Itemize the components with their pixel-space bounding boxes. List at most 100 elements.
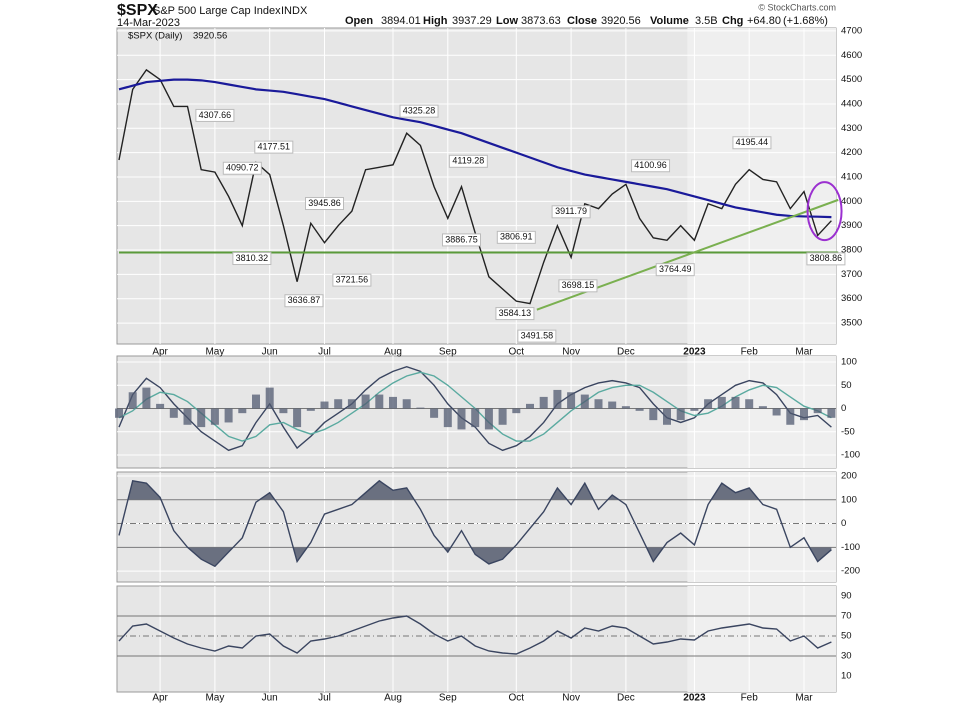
close: 3920.56 <box>601 15 641 27</box>
histogram-bar <box>402 399 411 409</box>
annotation: 3886.75 <box>445 234 478 244</box>
close-label: Close <box>567 15 597 27</box>
x-tick-label: Jul <box>318 347 331 358</box>
low-label: Low <box>496 15 518 27</box>
annotation-box <box>222 161 262 175</box>
annotation: 4195.44 <box>736 137 769 147</box>
annotation: 4119.28 <box>452 156 484 166</box>
x-tick-label: Nov <box>562 347 580 358</box>
y-tick-label: 30 <box>841 651 852 662</box>
x-tick-label: Feb <box>741 347 759 358</box>
volume-label: Volume <box>650 15 689 27</box>
y-tick-label: 4100 <box>841 172 862 183</box>
histogram-bar <box>306 408 315 411</box>
histogram-bar <box>758 406 767 409</box>
histogram-bar <box>375 394 384 409</box>
y-tick-label: 10 <box>841 671 852 682</box>
y-tick-label: 4200 <box>841 147 862 158</box>
histogram-bar <box>279 408 288 414</box>
exchange: INDX <box>281 5 308 17</box>
histogram-bar <box>676 408 685 421</box>
x-tick-label: Apr <box>152 693 168 704</box>
y-tick-label: 4000 <box>841 196 862 207</box>
histogram-bar <box>594 399 603 409</box>
y-tick-label: 4500 <box>841 74 862 85</box>
annotation: 3636.87 <box>288 295 321 305</box>
x-tick-label: Aug <box>384 693 402 704</box>
open: 3894.01 <box>381 15 421 27</box>
x-tick-label: Sep <box>439 693 457 704</box>
y-tick-label: 50 <box>841 380 852 391</box>
annotation-box <box>254 140 294 154</box>
low: 3873.63 <box>521 15 561 27</box>
y-tick-label: 100 <box>841 494 857 505</box>
x-tick-label: May <box>205 693 224 704</box>
histogram-bar <box>635 408 644 411</box>
annotation-box <box>399 104 439 118</box>
histogram-bar <box>663 408 671 425</box>
annotation: 4177.51 <box>258 141 291 151</box>
histogram-bar <box>128 392 137 409</box>
histogram-bar <box>197 408 206 428</box>
legend: $SPX (Daily) <box>128 31 182 42</box>
histogram-bar <box>142 387 151 409</box>
index-name: S&P 500 Large Cap Index <box>153 5 281 17</box>
histogram-bar <box>567 392 576 409</box>
chg-label: Chg <box>722 15 743 27</box>
annotation-box <box>732 136 772 150</box>
high-label: High <box>423 15 448 27</box>
histogram-bar <box>471 408 480 428</box>
y-tick-label: 4300 <box>841 123 862 134</box>
annotation-box <box>305 197 344 211</box>
histogram-bar <box>580 394 589 409</box>
volume: 3.5B <box>695 15 718 27</box>
legend-value: 3920.56 <box>193 31 227 42</box>
histogram-bar <box>498 408 507 425</box>
histogram-bar <box>621 406 630 409</box>
histogram-bar <box>443 408 452 428</box>
histogram-bar <box>512 408 521 414</box>
x-tick-label: Jul <box>318 693 331 704</box>
histogram-bar <box>183 408 192 425</box>
annotation: 4100.96 <box>634 160 667 170</box>
histogram-bar <box>389 396 397 409</box>
histogram-bar <box>704 399 713 409</box>
x-tick-label: Mar <box>795 347 813 358</box>
histogram-bar <box>649 408 658 421</box>
annotation: 4325.28 <box>403 106 436 116</box>
annotation: 3808.86 <box>810 253 843 263</box>
annotation: 3764.49 <box>659 264 692 274</box>
annotation: 3721.56 <box>336 274 369 284</box>
histogram-bar <box>800 408 808 421</box>
credit: © StockCharts.com <box>758 2 836 12</box>
histogram-bar <box>115 408 123 418</box>
x-tick-label: Dec <box>617 693 635 704</box>
chg-pct: (+1.68%) <box>783 15 828 27</box>
y-tick-label: -100 <box>841 542 860 553</box>
histogram-bar <box>457 408 466 430</box>
series-line <box>118 615 832 655</box>
annotation: 4090.72 <box>226 163 259 173</box>
histogram-bar <box>293 408 302 428</box>
series-line <box>118 78 832 219</box>
histogram-bar <box>347 399 356 409</box>
y-tick-label: 3600 <box>841 293 862 304</box>
histogram-bar <box>786 408 795 425</box>
annotation-box <box>195 108 235 122</box>
y-tick-label: 0 <box>841 403 846 414</box>
histogram-bar <box>827 408 836 418</box>
x-tick-label: Mar <box>795 693 813 704</box>
histogram-bar <box>169 408 178 418</box>
y-tick-label: 4600 <box>841 50 862 61</box>
annotation: 3806.91 <box>500 232 533 242</box>
histogram-bar <box>690 408 699 411</box>
y-tick-label: 200 <box>841 471 857 482</box>
year-shade <box>687 28 836 344</box>
y-tick-label: 3900 <box>841 220 862 231</box>
y-tick-label: 0 <box>841 518 846 529</box>
y-tick-label: 3500 <box>841 318 862 329</box>
histogram-bar <box>539 396 548 409</box>
annotation-box <box>551 205 591 219</box>
histogram-bar <box>745 399 754 409</box>
